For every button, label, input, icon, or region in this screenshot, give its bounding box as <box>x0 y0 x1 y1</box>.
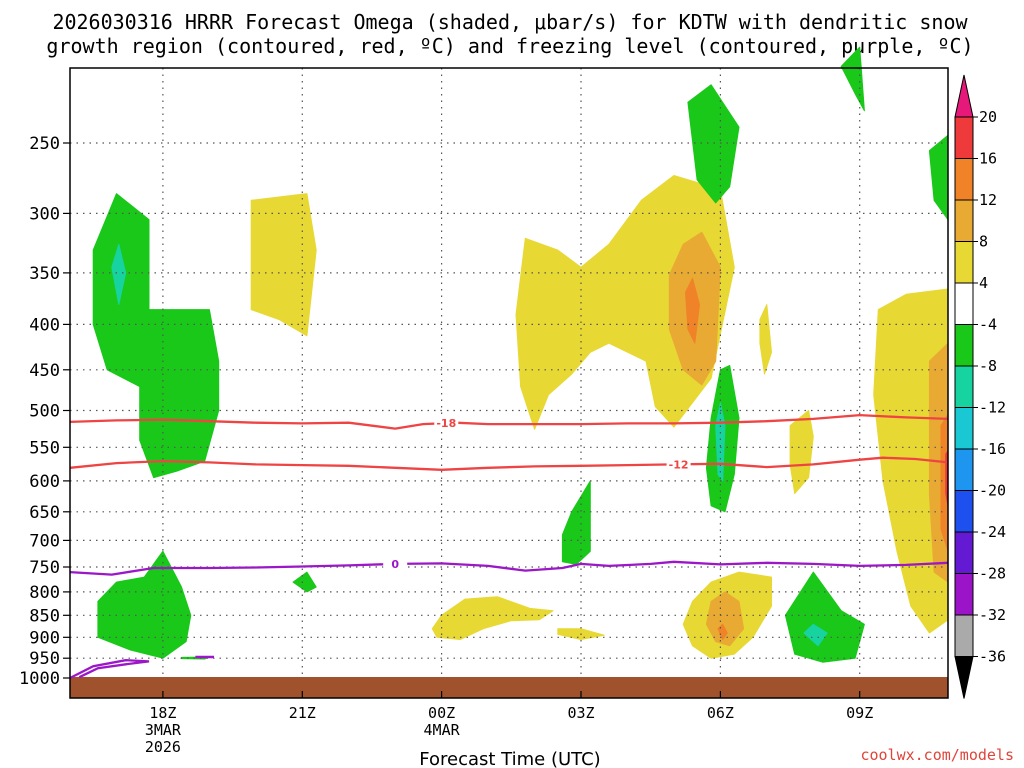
colorbar-label: -8 <box>979 357 997 375</box>
colorbar-segment <box>954 531 974 574</box>
credit-link[interactable]: coolwx.com/models <box>860 746 1014 764</box>
colorbar-segment <box>954 407 974 450</box>
contour-label--12: -12 <box>669 458 689 471</box>
updraft-region-4 <box>685 277 700 344</box>
colorbar-label: -16 <box>979 440 1006 458</box>
updraft-region-2 <box>515 175 735 430</box>
updraft-region-6 <box>789 410 814 494</box>
y-tick-label: 700 <box>29 531 60 551</box>
colorbar-label: -4 <box>979 316 997 334</box>
colorbar-segment <box>954 573 974 616</box>
x-axis-label: Forecast Time (UTC) <box>419 749 600 768</box>
plot-frame <box>69 67 949 699</box>
y-tick-label: 450 <box>29 361 60 381</box>
colorbar-label: 12 <box>979 191 997 209</box>
updraft-region-11 <box>431 596 554 640</box>
colorbar-segment <box>954 448 974 491</box>
downdraft-region-1 <box>92 193 220 479</box>
colorbar-segment <box>954 365 974 408</box>
colorbar-segment <box>954 158 974 201</box>
y-tick-label: 950 <box>29 649 60 669</box>
contour-line-0 <box>69 560 949 576</box>
y-tick-label: 250 <box>29 134 60 154</box>
y-tick-label: 650 <box>29 503 60 523</box>
updraft-region-1 <box>250 193 317 337</box>
x-tick-label: 09Z <box>846 704 873 722</box>
colorbar-label: -36 <box>979 648 1006 666</box>
contour-label-0: 0 <box>391 558 399 571</box>
x-tick-label: 00Z <box>428 704 455 722</box>
colorbar-label: -24 <box>979 523 1006 541</box>
contour-label-bg <box>383 556 408 571</box>
downdraft-region-2 <box>111 243 127 306</box>
colorbar-label: -20 <box>979 482 1006 500</box>
x-tick-label: 4MAR <box>424 721 461 739</box>
grid-lines <box>70 68 948 678</box>
y-tick-label: 400 <box>29 315 60 335</box>
x-tick-label: 06Z <box>707 704 734 722</box>
contour-label--18: -18 <box>436 417 456 430</box>
colorbar-label: 8 <box>979 233 988 251</box>
colorbar-segment <box>954 282 974 325</box>
colorbar-top-arrow <box>954 74 974 118</box>
ground-terrain <box>70 677 948 698</box>
updraft-region-5 <box>759 304 772 375</box>
contour-line--12 <box>69 456 949 471</box>
x-tick-label: 21Z <box>289 704 316 722</box>
colorbar-segment <box>954 241 974 284</box>
colorbar-segment <box>954 199 974 242</box>
chart-title-line1: 2026030316 HRRR Forecast Omega (shaded, … <box>52 10 968 34</box>
y-tick-label: 1000 <box>19 669 60 689</box>
omega-shading <box>70 46 949 698</box>
colorbar-label: 20 <box>979 108 997 126</box>
updraft-region-14 <box>705 591 745 647</box>
y-tick-label: 500 <box>29 402 60 422</box>
colorbar-segment <box>954 324 974 367</box>
x-tick-label: 03Z <box>567 704 594 722</box>
downdraft-region-11 <box>840 46 865 112</box>
y-tick-label: 750 <box>29 558 60 578</box>
y-tick-label: 900 <box>29 628 60 648</box>
colorbar-label: -12 <box>979 399 1006 417</box>
chart-title-line2: growth region (contoured, red, ºC) and f… <box>46 34 973 58</box>
y-tick-label: 300 <box>29 204 60 224</box>
freezing-level-surface-lobe <box>69 659 150 680</box>
colorbar-segment <box>954 614 974 657</box>
colorbar-label: -28 <box>979 565 1006 583</box>
colorbar: 20 16 12 8 4 -4 -8 -12 -16 -20 -24 -28 -32 -36 <box>954 74 1006 699</box>
downdraft-region-5 <box>561 480 591 565</box>
y-axis: 2503003504004505005506006507007508008509… <box>19 134 70 689</box>
x-tick-label: 3MAR <box>145 721 182 739</box>
downdraft-region-10 <box>687 84 740 204</box>
colorbar-label: 16 <box>979 150 997 168</box>
y-tick-label: 350 <box>29 264 60 284</box>
contour-lines: -18 -12 0 <box>69 413 949 680</box>
colorbar-bottom-arrow <box>954 656 974 699</box>
y-tick-label: 800 <box>29 583 60 603</box>
y-tick-label: 600 <box>29 472 60 492</box>
y-tick-label: 850 <box>29 606 60 626</box>
downdraft-region-9 <box>803 623 828 647</box>
contour-label-bg <box>666 457 691 472</box>
x-tick-label: 18Z <box>149 704 176 722</box>
colorbar-label: -32 <box>979 606 1006 624</box>
contour-label-bg <box>434 416 459 431</box>
colorbar-segment <box>954 490 974 533</box>
colorbar-segment <box>954 116 974 159</box>
x-tick-label: 2026 <box>145 738 181 756</box>
colorbar-label: 4 <box>979 274 988 292</box>
downdraft-region-3 <box>97 550 192 659</box>
y-tick-label: 550 <box>29 438 60 458</box>
contour-line--18 <box>69 413 949 430</box>
plot-area: -18 -12 0 <box>69 46 949 699</box>
